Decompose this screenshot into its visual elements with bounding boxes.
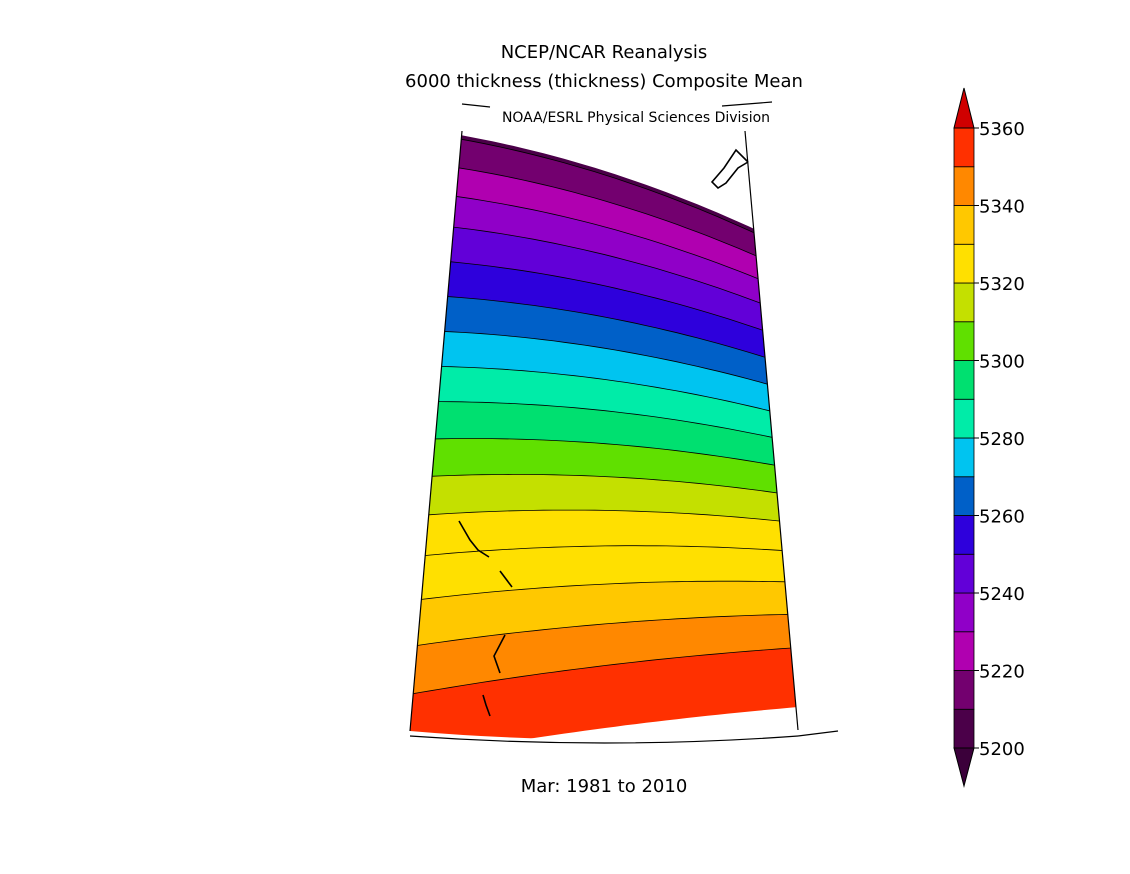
- map-frame: [409, 101, 839, 744]
- chart-title-line2: 6000 thickness (thickness) Composite Mea…: [405, 71, 803, 92]
- contour-band-5360-5370: [410, 646, 798, 740]
- colorbar-swatch: [953, 553, 975, 594]
- contour-band-5250-5260: [410, 258, 798, 373]
- colorbar-swatch: [953, 437, 975, 478]
- contour-line: [410, 401, 798, 447]
- colorbar-swatch: [953, 670, 975, 710]
- colorbar-under-arrow: [953, 747, 975, 788]
- contour-line: [410, 257, 798, 348]
- coastline-top-right: [710, 148, 749, 190]
- contour-band-5330-5340: [410, 545, 798, 602]
- contour-map: [410, 131, 798, 740]
- colorbar-swatch: [953, 476, 975, 516]
- frame-left-edge: [409, 130, 463, 732]
- colorbar-swatch: [953, 166, 975, 206]
- colorbar-swatch: [953, 631, 975, 671]
- contour-band-5240-5250: [410, 222, 798, 348]
- colorbar-swatch: [953, 360, 975, 400]
- contour-band-5220-5230: [410, 160, 798, 301]
- colorbar-swatch: [953, 321, 975, 361]
- colorbar-swatch: [953, 282, 975, 323]
- chart-title-line1: NCEP/NCAR Reanalysis: [501, 42, 708, 63]
- contour-line: [410, 545, 798, 559]
- contour-line: [410, 580, 798, 603]
- contour-band-5260-5270: [410, 294, 798, 397]
- contour-band-5290-5300: [410, 401, 798, 472]
- colorbar-swatch: [953, 205, 975, 245]
- frame-right-edge: [744, 130, 799, 731]
- contour-band-5310-5320: [410, 474, 798, 525]
- colorbar-tick-label: 5220: [979, 662, 1025, 683]
- colorbar-tick-label: 5280: [979, 429, 1025, 450]
- frame-bottom-stub-right: [797, 730, 839, 737]
- contour-line: [410, 221, 798, 324]
- colorbar-tick-label: 5340: [979, 197, 1025, 218]
- frame-top-stub-left: [461, 103, 491, 108]
- contour-line: [410, 646, 798, 697]
- contour-line: [410, 365, 798, 422]
- coastline-fragments: [458, 148, 749, 717]
- credit-label: NOAA/ESRL Physical Sciences Division: [502, 110, 770, 126]
- colorbar-tick-label: 5200: [979, 739, 1025, 760]
- colorbar: 5360 5340 5320 5300 5280 5260 5240 5220 5200: [953, 87, 1025, 788]
- coastline-left-3: [493, 634, 506, 674]
- contour-line: [410, 438, 798, 473]
- contour-line: [410, 131, 798, 261]
- colorbar-tick-label: 5360: [979, 119, 1025, 140]
- colorbar-tick-label: 5300: [979, 352, 1025, 373]
- colorbar-swatch: [953, 515, 975, 555]
- coastline-left-2: [499, 570, 513, 588]
- contour-band-5320-5330: [410, 510, 798, 558]
- colorbar-swatch: [953, 243, 975, 284]
- colorbar-tick-label: 5260: [979, 507, 1025, 528]
- contour-line: [410, 159, 798, 281]
- contour-line: [410, 329, 798, 398]
- frame-bottom-edge: [409, 735, 799, 744]
- coastline-left-4: [482, 694, 491, 717]
- colorbar-tick-label: 5240: [979, 584, 1025, 605]
- contour-line: [410, 509, 798, 525]
- contour-band-5270-5280: [410, 330, 798, 422]
- contour-band-5280-5290: [410, 366, 798, 446]
- colorbar-swatch: [953, 708, 975, 749]
- colorbar-over-arrow: [953, 87, 975, 129]
- contour-line: [410, 189, 798, 302]
- coastline-left-1: [458, 520, 490, 558]
- contour-band-5340-5350: [410, 581, 798, 648]
- colorbar-swatch: [953, 127, 975, 168]
- contour-line: [410, 474, 798, 499]
- contour-line: [410, 293, 798, 373]
- contour-band-5210-5220: [410, 131, 798, 281]
- contour-line: [410, 613, 798, 649]
- colorbar-swatch: [953, 592, 975, 633]
- contour-band-5300-5310: [410, 438, 798, 498]
- chart-subtitle: Mar: 1981 to 2010: [521, 776, 688, 797]
- colorbar-tick-label: 5320: [979, 274, 1025, 295]
- colorbar-swatch: [953, 398, 975, 439]
- contour-band-5230-5240: [410, 190, 798, 323]
- frame-top-stub-right: [721, 101, 773, 107]
